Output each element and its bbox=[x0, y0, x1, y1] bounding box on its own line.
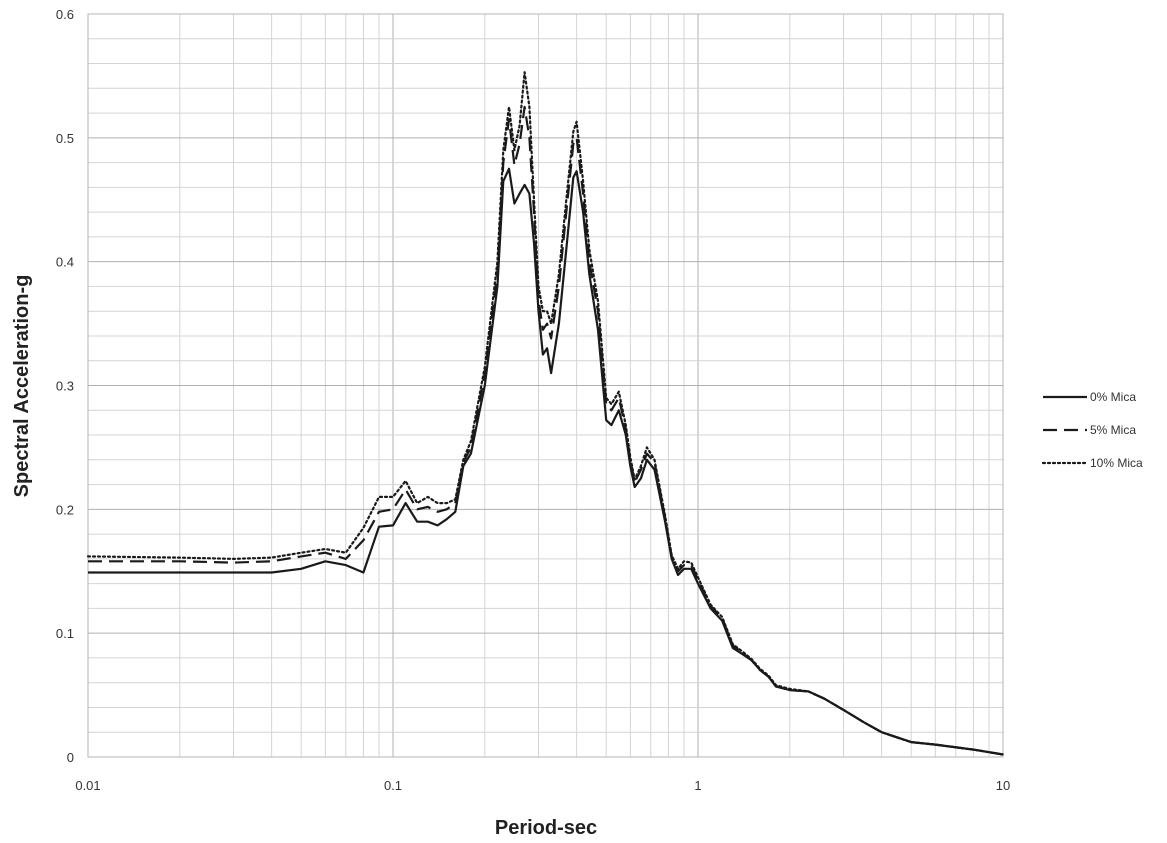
series-line-1 bbox=[88, 167, 1004, 756]
y-tick-label: 0.6 bbox=[56, 7, 74, 22]
y-tick-label: 0.3 bbox=[56, 379, 74, 394]
plot-frame bbox=[87, 13, 1004, 758]
grid bbox=[87, 13, 1003, 758]
y-tick-label: 0 bbox=[67, 750, 74, 765]
x-tick-label: 1 bbox=[694, 778, 701, 793]
series-line-2 bbox=[88, 105, 1004, 756]
x-tick-label: 10 bbox=[996, 778, 1010, 793]
y-tick-label: 0.5 bbox=[56, 131, 74, 146]
legend-label: 0% Mica bbox=[1090, 390, 1136, 404]
y-axis-title: Spectral Acceleration-g bbox=[11, 275, 33, 498]
y-tick-label: 0.4 bbox=[56, 255, 74, 270]
x-tick-label: 0.1 bbox=[384, 778, 402, 793]
legend-label: 10% Mica bbox=[1090, 456, 1143, 470]
x-tick-label: 0.01 bbox=[75, 778, 100, 793]
series-lines bbox=[86, 71, 1005, 756]
legend: 0% Mica 5% Mica 10% Mica bbox=[1041, 390, 1143, 470]
y-tick-label: 0.1 bbox=[56, 626, 74, 641]
legend-label: 5% Mica bbox=[1090, 423, 1136, 437]
x-axis-title: Period-sec bbox=[495, 817, 597, 839]
tick-labels: 0.01 0.1 1 10 0 0.1 0.2 0.3 0.4 0.5 0.6 bbox=[56, 7, 1010, 793]
series-line-3 bbox=[86, 71, 1005, 756]
y-tick-label: 0.2 bbox=[56, 502, 74, 517]
